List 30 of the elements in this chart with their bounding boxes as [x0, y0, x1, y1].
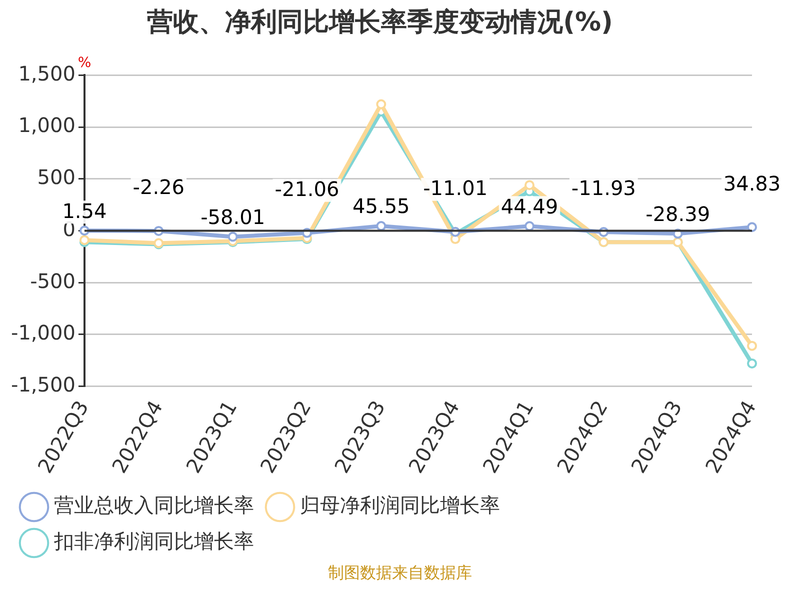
- data-label: -11.01: [423, 176, 488, 200]
- y-tick-label: -1,000: [10, 320, 76, 345]
- point: [376, 99, 386, 110]
- point: [524, 221, 534, 232]
- data-label: 34.83: [723, 171, 781, 196]
- data-label: 44.49: [500, 194, 558, 218]
- point: [747, 340, 757, 351]
- point: [747, 358, 757, 368]
- data-label: 1.54: [62, 198, 107, 223]
- data-label: -11.93: [571, 176, 636, 200]
- point: [524, 180, 534, 190]
- y-tick-label: 1,500: [18, 61, 76, 86]
- legend-label: 营业总收入同比增长率: [54, 493, 254, 518]
- legend-label: 归母净利润同比增长率: [300, 493, 500, 518]
- point: [747, 222, 757, 232]
- data-label: 45.55: [352, 194, 410, 218]
- point: [228, 232, 238, 242]
- y-tick-label: 1,000: [18, 113, 76, 138]
- point: [376, 221, 386, 232]
- y-tick-label: -500: [30, 268, 76, 293]
- legend-label: 扣非净利润同比增长率: [53, 529, 254, 554]
- y-tick-label: -1,500: [10, 372, 76, 396]
- data-label: -58.01: [200, 204, 266, 229]
- text: 制图数据来自数据库: [327, 563, 473, 584]
- chart-title: 营收、净利同比增长率季度变动情况(%): [146, 7, 613, 38]
- data-label: -28.39: [646, 202, 710, 226]
- y-tick-label: 500: [37, 165, 76, 190]
- data-label: -21.06: [274, 177, 340, 202]
- data-label: -2.26: [132, 175, 185, 200]
- y-axis-title: %: [78, 54, 92, 71]
